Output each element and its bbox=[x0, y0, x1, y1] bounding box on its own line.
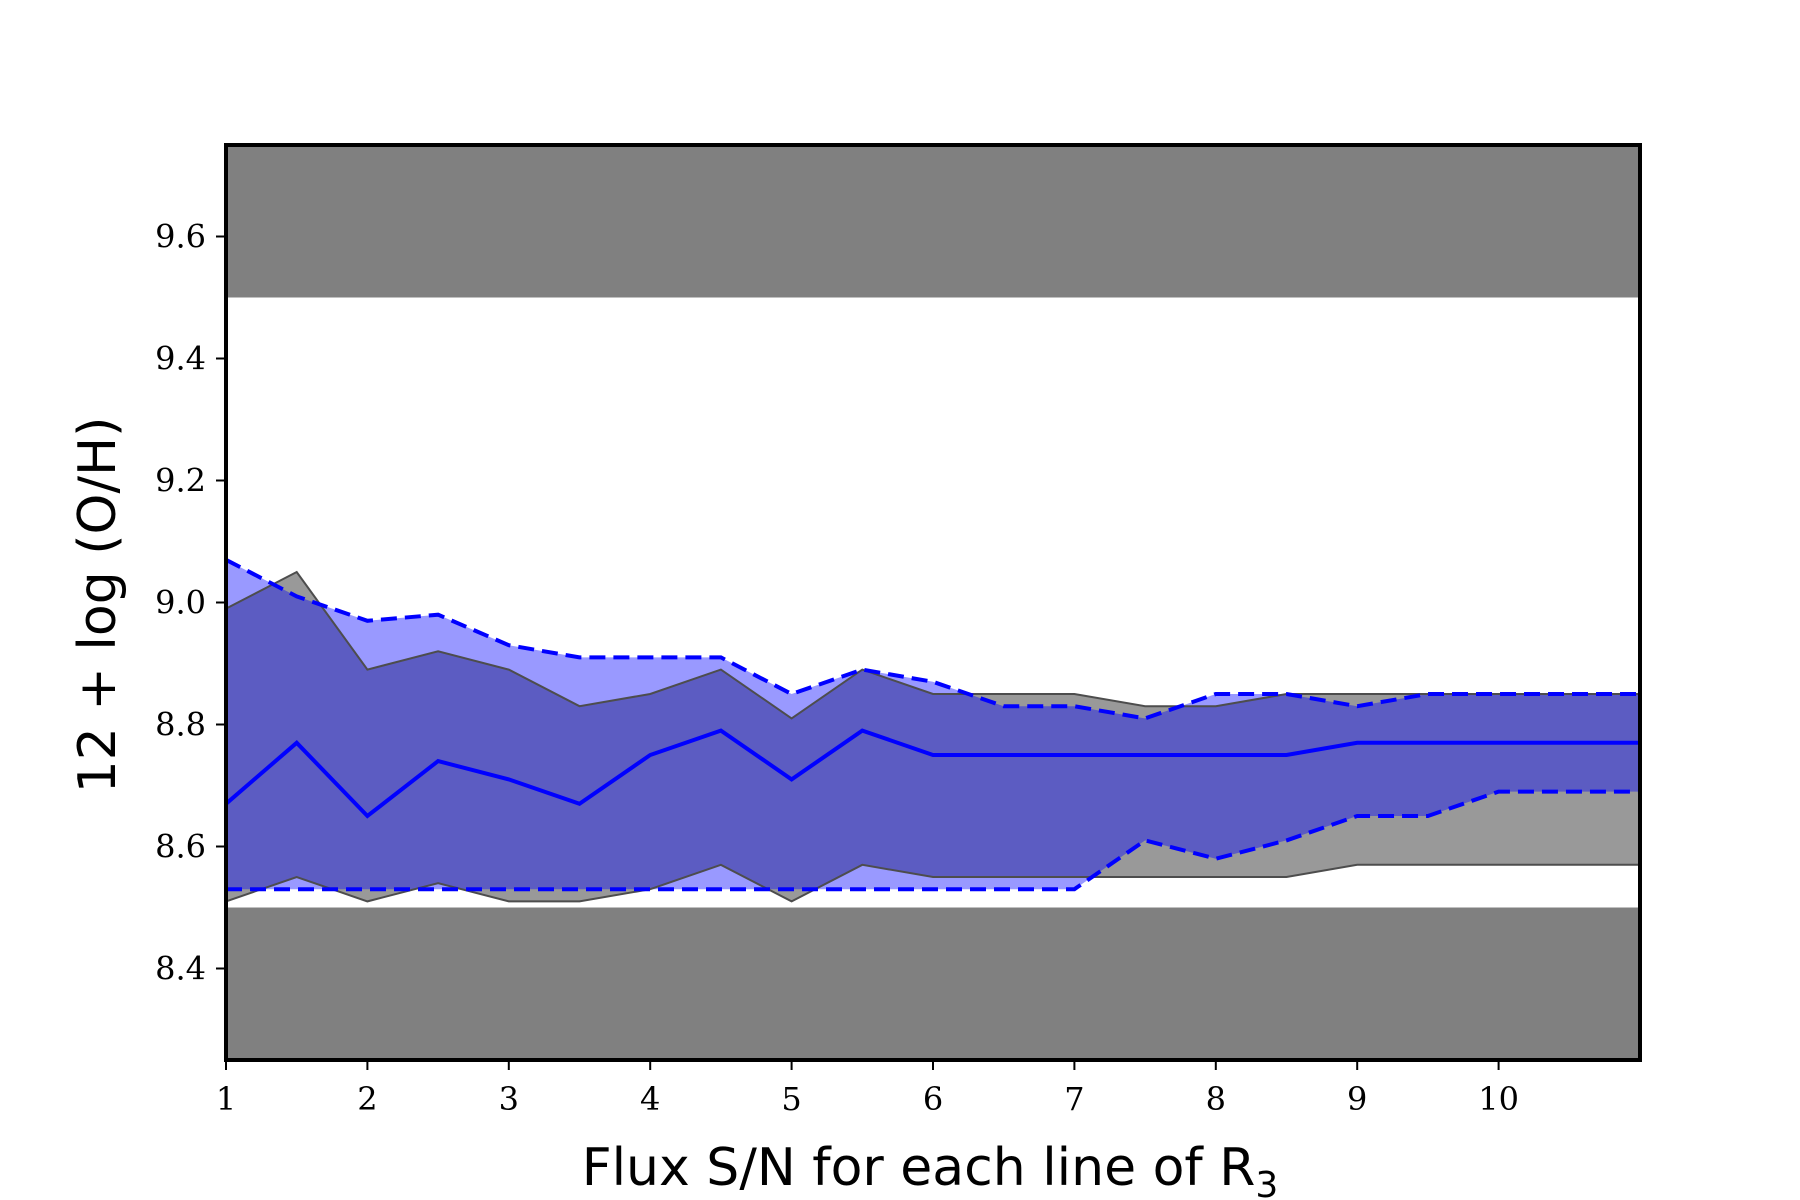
lines bbox=[224, 558, 1640, 903]
blue-median-line bbox=[224, 728, 1640, 819]
y-axis-ticks: 8.4 8.6 8.8 9.0 9.2 9.4 9.6 bbox=[155, 218, 226, 988]
excluded-region-1 bbox=[226, 145, 1640, 298]
gray-band-upper-edge bbox=[225, 570, 1640, 720]
y-tick-label: 9.4 bbox=[155, 340, 206, 378]
x-axis-label-subscript: 3 bbox=[1255, 1165, 1278, 1200]
gray-band-area bbox=[226, 572, 1640, 902]
y-tick-label: 8.4 bbox=[155, 950, 206, 988]
x-tick-label: 2 bbox=[357, 1080, 377, 1118]
x-tick-label: 4 bbox=[640, 1080, 660, 1118]
x-tick-label: 8 bbox=[1206, 1080, 1226, 1118]
y-tick-label: 8.8 bbox=[155, 706, 206, 744]
excluded-region-2 bbox=[226, 907, 1640, 1060]
x-axis-label-main: Flux S/N for each line of R bbox=[582, 1138, 1256, 1198]
x-tick-label: 9 bbox=[1347, 1080, 1367, 1118]
x-tick-label: 3 bbox=[499, 1080, 519, 1118]
x-tick-label: 6 bbox=[923, 1080, 943, 1118]
x-tick-label: 1 bbox=[216, 1080, 236, 1118]
x-tick-label: 10 bbox=[1478, 1080, 1519, 1118]
y-tick-label: 9.6 bbox=[155, 218, 206, 256]
blue-upper-dashed-line bbox=[225, 558, 1640, 721]
bands bbox=[226, 559, 1640, 902]
x-tick-label: 7 bbox=[1064, 1080, 1084, 1118]
excluded-regions bbox=[226, 145, 1640, 1060]
y-axis-label: 12 + log (O/H) bbox=[68, 417, 128, 794]
x-axis-label: Flux S/N for each line of R3 bbox=[582, 1138, 1279, 1200]
y-tick-label: 9.0 bbox=[155, 584, 206, 622]
x-axis-ticks: 1 2 3 4 5 6 7 8 9 10 bbox=[216, 1060, 1519, 1118]
blue-band-area bbox=[226, 559, 1640, 890]
y-tick-label: 8.6 bbox=[155, 828, 206, 866]
gray-band-lower-edge bbox=[225, 863, 1640, 903]
blue-lower-dashed-line bbox=[226, 789, 1640, 892]
x-tick-label: 5 bbox=[781, 1080, 801, 1118]
y-tick-label: 9.2 bbox=[155, 462, 206, 500]
